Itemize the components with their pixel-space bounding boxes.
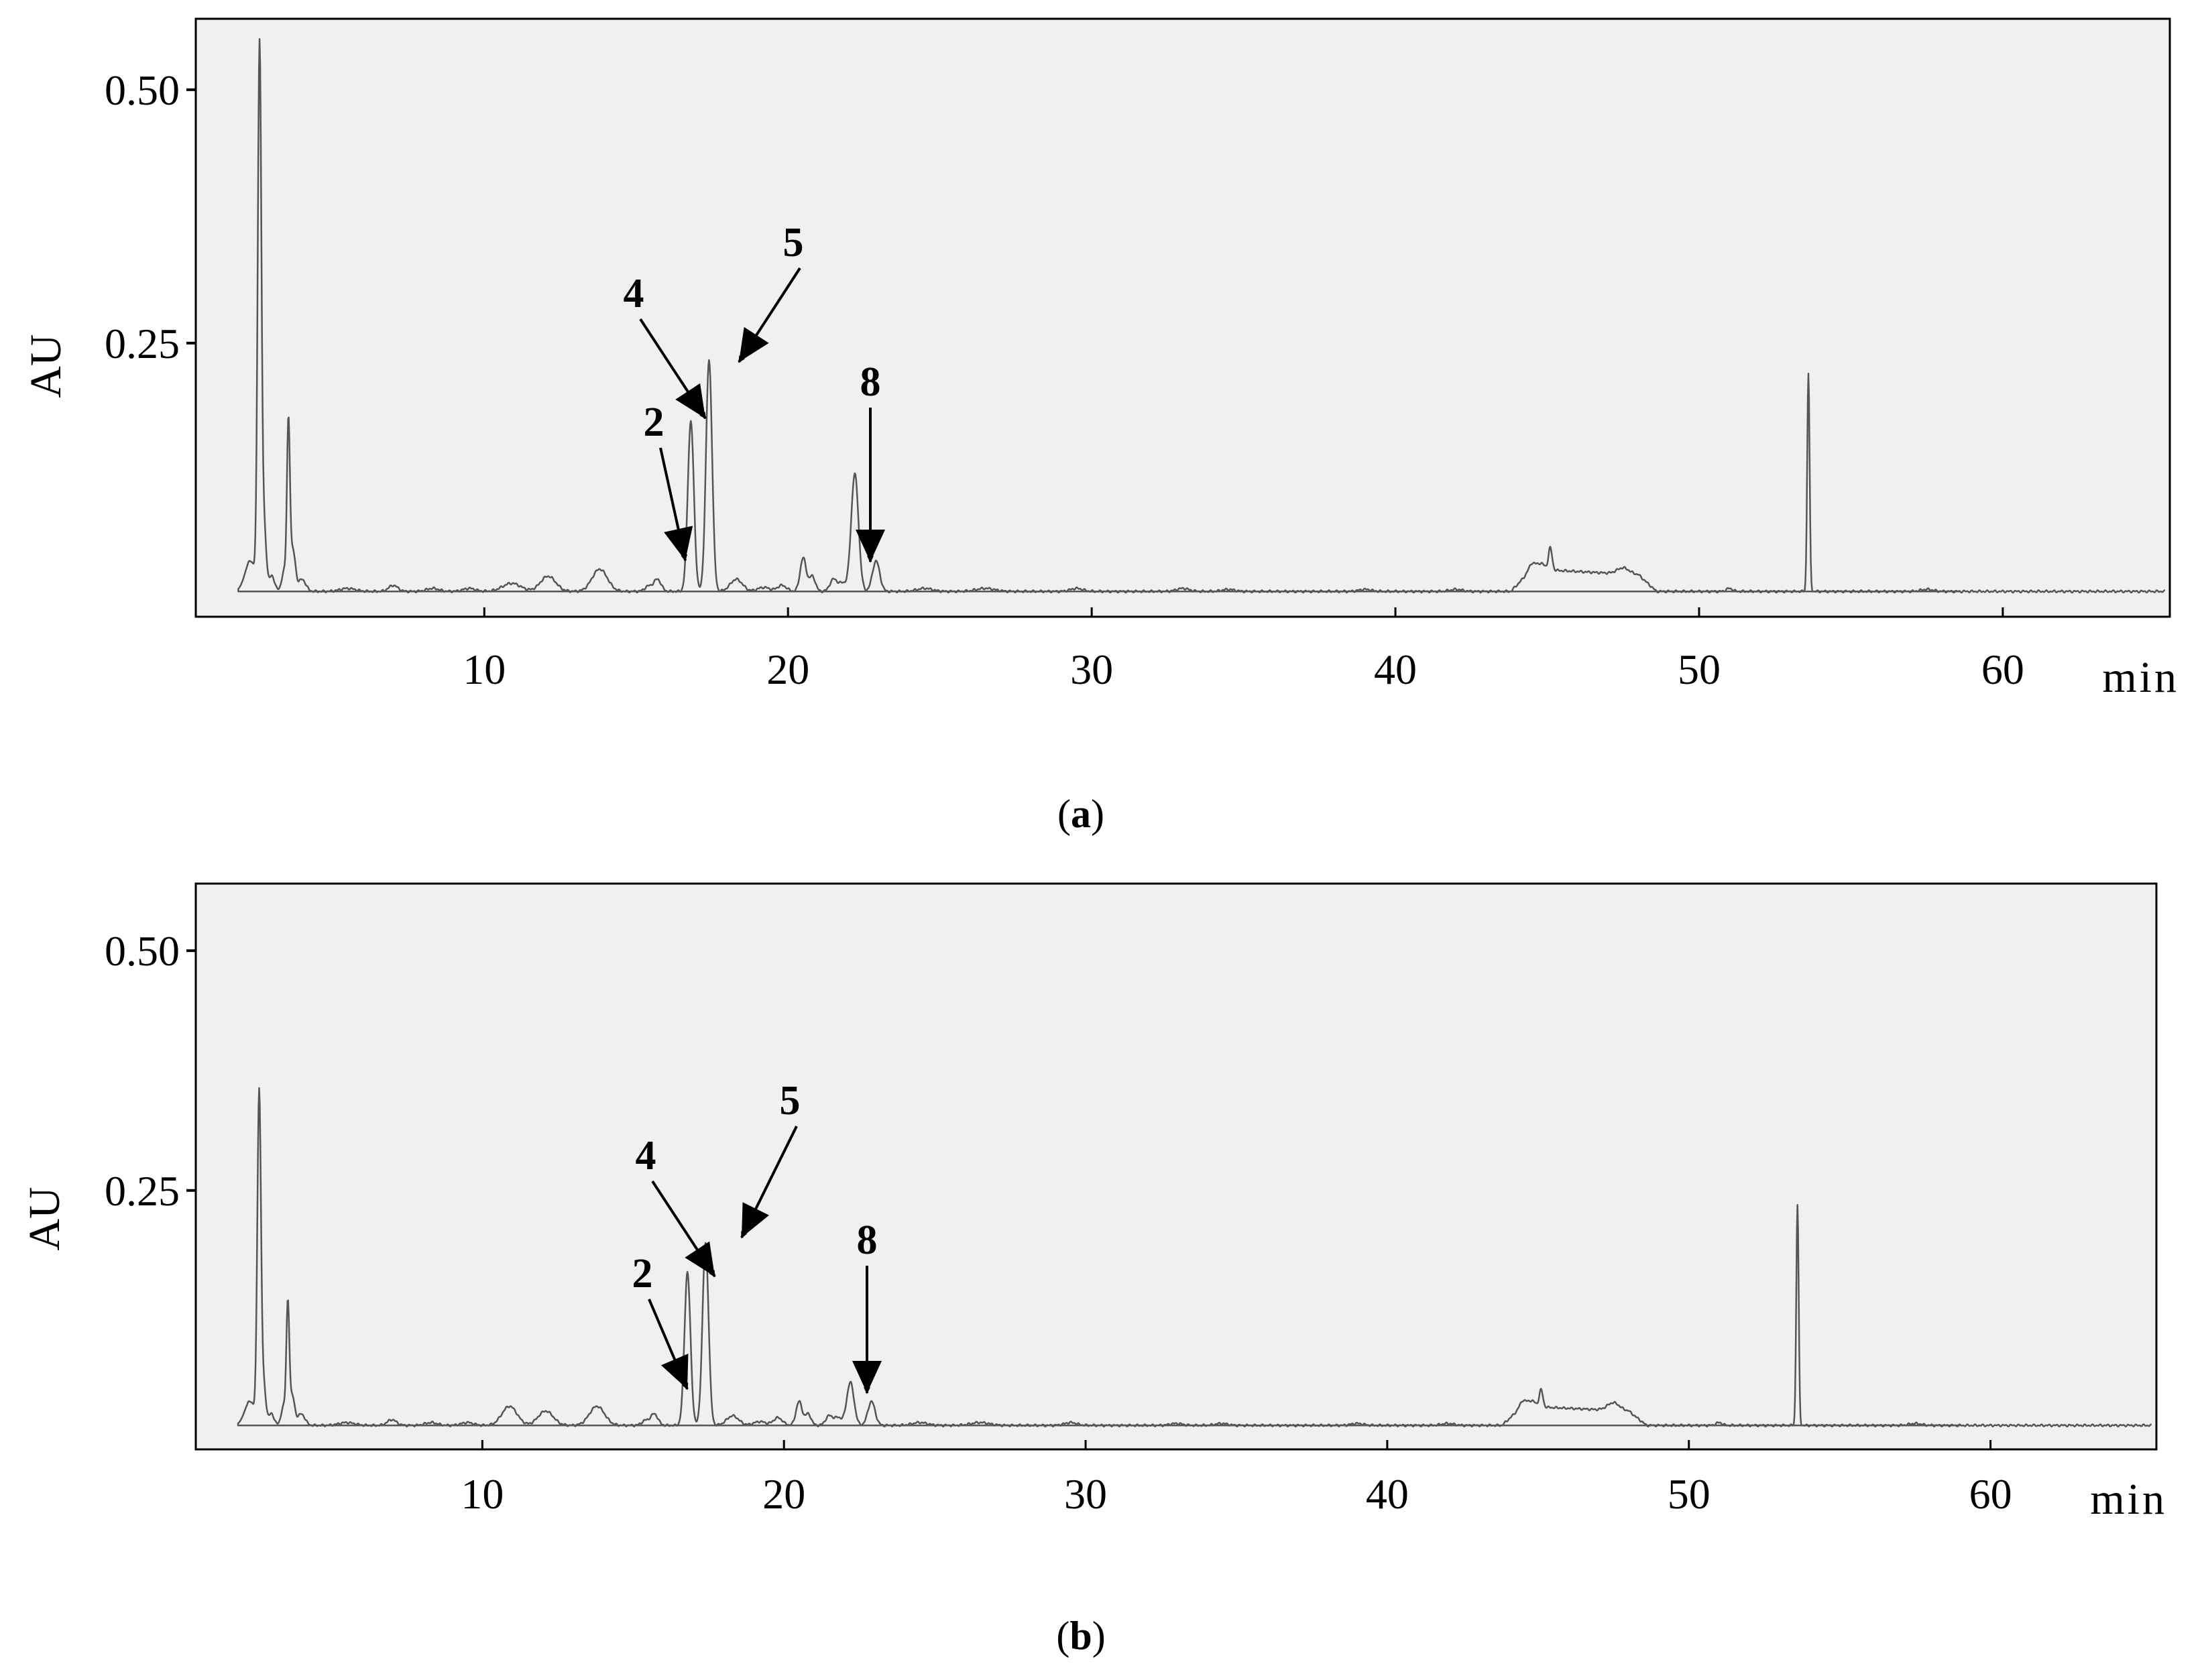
y-tick-label: 0.50 [105, 927, 180, 975]
peak-arrowhead [685, 1241, 715, 1276]
chromatogram-trace-a [237, 38, 2166, 594]
chromatogram-line [237, 38, 2166, 594]
x-tick-label: 50 [1678, 646, 1721, 693]
peak-annotation-4: 4 [636, 1133, 716, 1278]
y-tick-label: 0.50 [105, 66, 180, 114]
axis-ticks-b: 10 20 30 40 50 60 0.25 0.50 [105, 927, 2012, 1518]
peak-annotation-5: 5 [740, 1078, 801, 1239]
peak-label: 4 [624, 271, 644, 316]
peak-arrowhead [664, 526, 693, 560]
x-tick-label: 10 [461, 1470, 504, 1518]
peak-annotation-8: 8 [852, 1217, 882, 1394]
x-tick-label: 20 [762, 1470, 805, 1518]
peak-arrowhead [739, 326, 769, 362]
plot-area-a [194, 17, 2171, 618]
x-tick-label: 30 [1064, 1470, 1107, 1518]
peak-label: 8 [860, 359, 881, 405]
peak-label: 5 [783, 220, 804, 265]
x-axis-unit-a: min [2102, 653, 2179, 702]
peak-label: 2 [644, 400, 664, 445]
axis-ticks-a: 10 20 30 40 50 60 0.25 0.50 [105, 66, 2024, 693]
x-tick-label: 60 [1981, 646, 2024, 693]
x-tick-label: 20 [766, 646, 809, 693]
caption-a: (a) [1057, 792, 1104, 836]
peak-label: 4 [636, 1133, 656, 1179]
peak-arrowhead [852, 1361, 882, 1393]
y-axis-label-b: AU [20, 1187, 69, 1250]
peak-annotations-b: 2 4 5 8 [632, 1078, 882, 1394]
peak-arrowhead [856, 530, 885, 562]
peak-annotation-8: 8 [856, 359, 885, 563]
y-tick-label: 0.25 [105, 1167, 180, 1215]
peak-annotation-4: 4 [624, 271, 707, 420]
x-tick-label: 10 [463, 646, 506, 693]
x-axis-unit-b: min [2090, 1475, 2167, 1524]
x-tick-label: 60 [1969, 1470, 2012, 1518]
x-tick-label: 30 [1070, 646, 1113, 693]
y-tick-label: 0.25 [105, 320, 180, 367]
peak-arrowhead [742, 1202, 769, 1238]
x-tick-label: 50 [1668, 1470, 1711, 1518]
peak-annotation-2: 2 [644, 400, 693, 562]
caption-b: (b) [1056, 1614, 1105, 1658]
peak-annotations-a: 2 4 5 8 [624, 220, 885, 563]
peak-label: 2 [632, 1251, 653, 1297]
chromatogram-line [237, 1087, 2152, 1428]
chart-panel-b: 10 20 30 40 50 60 0.25 0.50 2 4 5 8 AU min (b) [20, 882, 2167, 1658]
peak-arrowhead [675, 383, 705, 418]
peak-annotation-2: 2 [632, 1251, 689, 1390]
y-axis-label-a: AU [21, 334, 70, 398]
peak-label: 5 [780, 1078, 801, 1124]
plot-area-b [194, 882, 2158, 1451]
x-tick-label: 40 [1374, 646, 1417, 693]
peak-arrowhead [660, 1354, 689, 1389]
x-tick-label: 40 [1366, 1470, 1409, 1518]
chromatogram-trace-b [237, 1087, 2152, 1428]
chart-panel-a: 10 20 30 40 50 60 0.25 0.50 2 4 5 8 AU min (a) [21, 17, 2179, 836]
peak-annotation-5: 5 [738, 220, 804, 363]
peak-label: 8 [857, 1217, 878, 1263]
